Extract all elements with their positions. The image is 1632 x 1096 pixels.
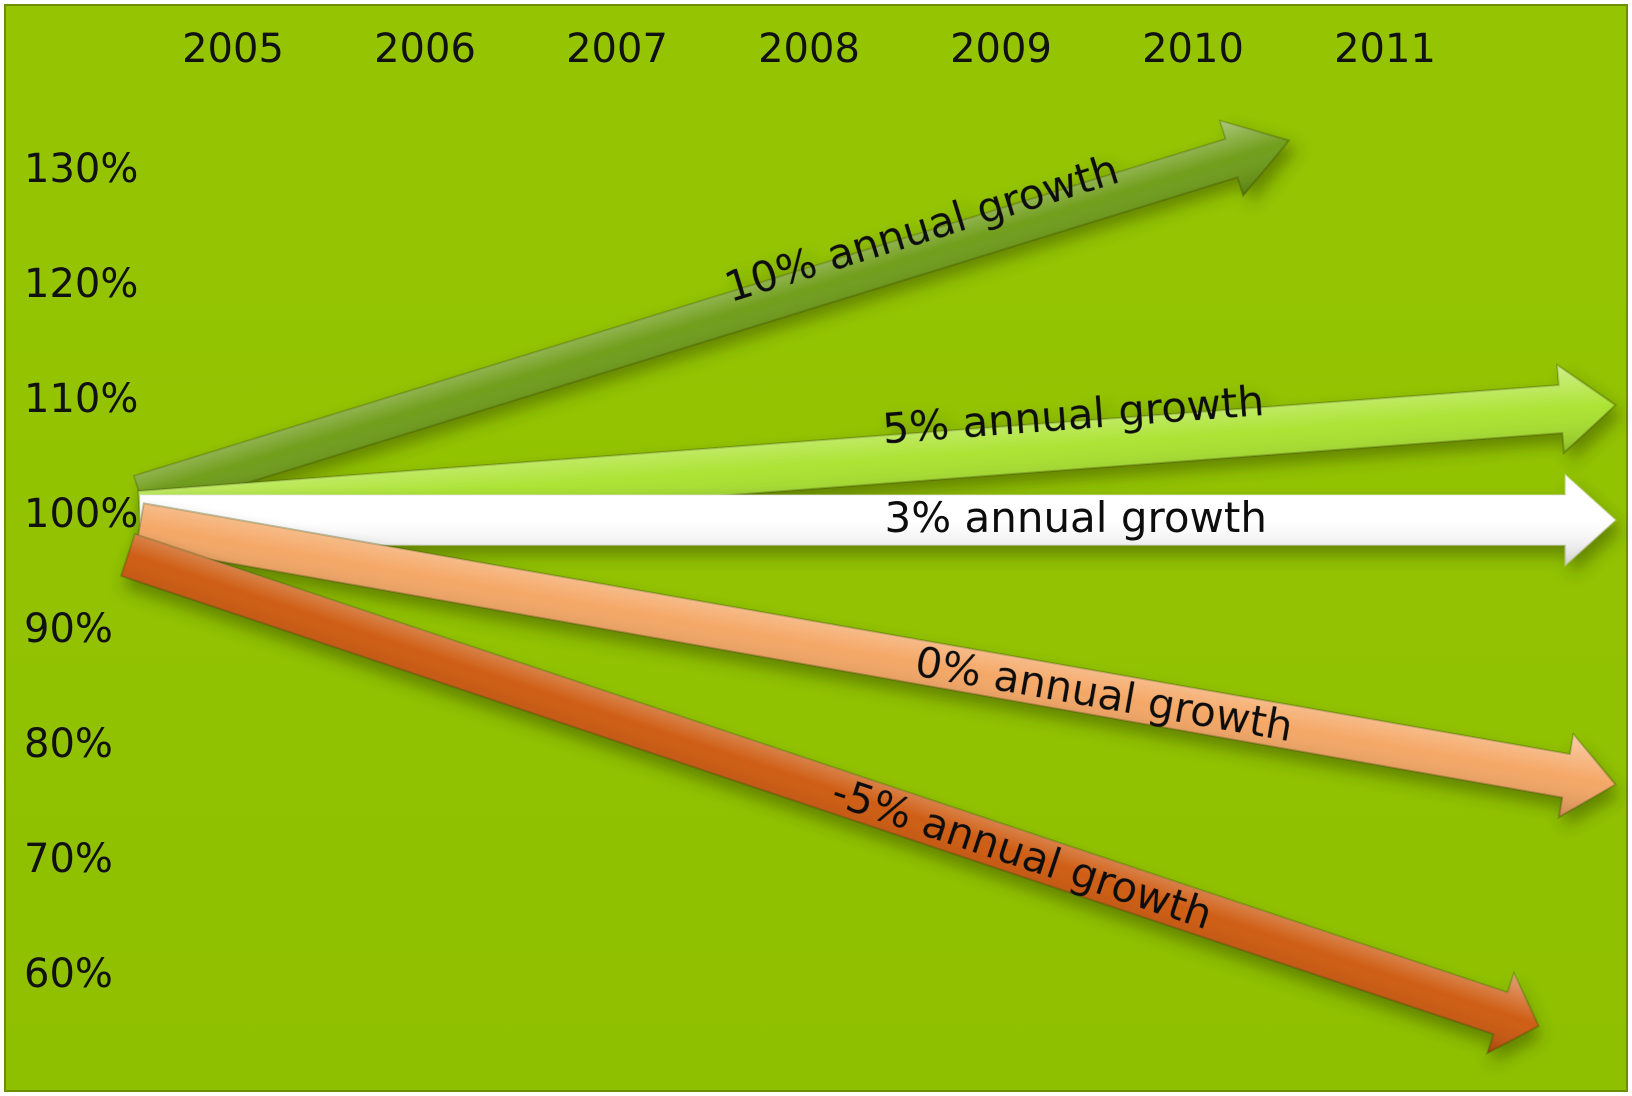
x-tick-label: 2011 [1334,26,1436,72]
y-tick-label: 130% [24,146,138,192]
growth-arrow: 3% annual growth [139,472,1617,568]
arrow-shine [140,475,1616,565]
x-tick-label: 2010 [1142,26,1244,72]
y-axis-ticks: 130% 120% 110% 100% 90% 80% 70% 60% [24,146,138,997]
y-tick-label: 90% [24,606,113,652]
x-tick-label: 2009 [950,26,1052,72]
chart-frame [4,4,1628,1092]
y-tick-label: 80% [24,721,113,767]
y-tick-label: 120% [24,261,138,307]
arrow-shine [121,534,1539,1054]
y-tick-label: 60% [24,951,113,997]
y-tick-label: 70% [24,836,113,882]
y-tick-label: 110% [24,376,138,422]
x-tick-label: 2006 [374,26,476,72]
x-axis-ticks: 2005 2006 2007 2008 2009 2010 2011 [182,26,1436,72]
x-tick-label: 2005 [182,26,284,72]
arrow-shine [136,503,1616,818]
x-tick-label: 2008 [758,26,860,72]
arrow-label: 3% annual growth [884,493,1266,542]
arrow-shine [134,120,1289,515]
x-tick-label: 2007 [566,26,668,72]
y-tick-label: 100% [24,491,138,537]
